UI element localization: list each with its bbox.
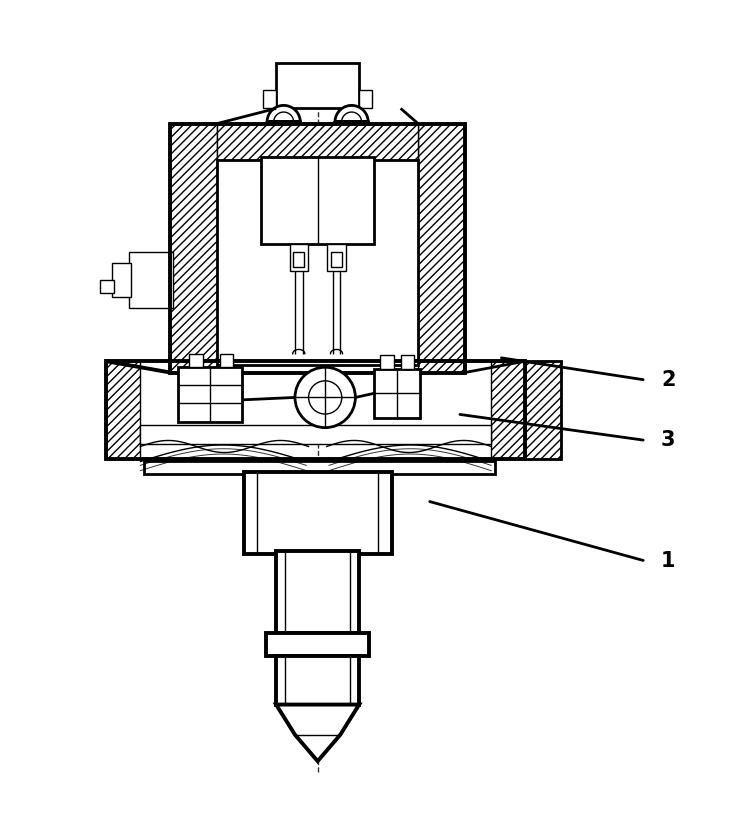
Bar xyxy=(290,244,308,271)
Bar xyxy=(374,369,420,418)
Bar xyxy=(171,124,217,372)
Bar xyxy=(525,361,562,459)
Bar xyxy=(327,244,345,271)
Bar xyxy=(331,252,342,267)
Polygon shape xyxy=(276,705,359,761)
Text: 3: 3 xyxy=(661,430,675,450)
Bar xyxy=(525,361,562,459)
Text: 1: 1 xyxy=(661,551,675,572)
Circle shape xyxy=(308,380,342,414)
Bar xyxy=(276,63,359,108)
Bar xyxy=(189,354,203,367)
Bar xyxy=(219,354,233,367)
Bar xyxy=(263,89,276,108)
Bar xyxy=(113,263,132,297)
Bar xyxy=(217,124,418,159)
Text: 2: 2 xyxy=(661,370,675,390)
Bar xyxy=(276,551,359,633)
Bar xyxy=(491,361,525,459)
Bar xyxy=(129,252,172,308)
Bar xyxy=(217,124,418,159)
Polygon shape xyxy=(267,106,300,122)
Polygon shape xyxy=(335,106,368,122)
Bar xyxy=(418,124,465,372)
Bar xyxy=(107,361,141,459)
Bar xyxy=(359,89,372,108)
Bar xyxy=(293,252,304,267)
Bar xyxy=(171,124,465,372)
Bar xyxy=(217,159,418,365)
Bar xyxy=(261,158,374,244)
Bar xyxy=(380,355,394,369)
Bar xyxy=(144,461,495,475)
Bar xyxy=(107,361,525,459)
Bar xyxy=(266,633,369,655)
Bar xyxy=(525,361,562,459)
Bar xyxy=(107,361,141,459)
Bar xyxy=(141,425,491,444)
Bar xyxy=(243,472,392,554)
Circle shape xyxy=(295,367,355,428)
Bar xyxy=(491,361,525,459)
Bar xyxy=(276,655,359,705)
Bar xyxy=(401,355,414,369)
Bar xyxy=(418,124,465,372)
Bar xyxy=(171,124,217,372)
Bar xyxy=(178,367,242,422)
Bar xyxy=(101,280,114,293)
